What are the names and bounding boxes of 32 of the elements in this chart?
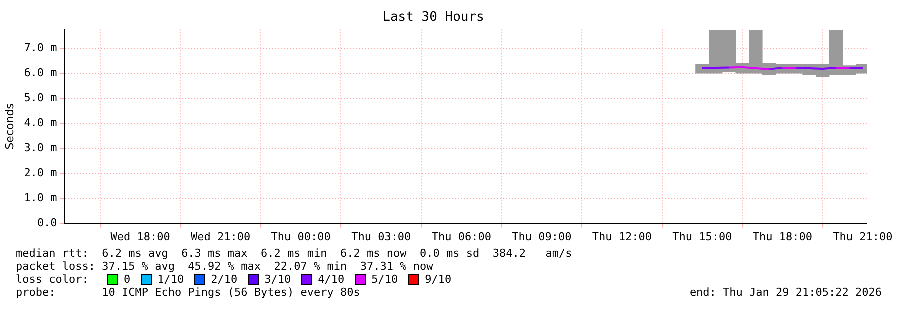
legend-title: loss color:	[16, 273, 90, 286]
legend-label: 4/10	[318, 273, 345, 286]
legend-label: 5/10	[372, 273, 398, 286]
y-tick-label: 6.0 m	[24, 66, 58, 80]
y-tick-label: 0.0	[37, 216, 58, 230]
y-tick-label: 5.0 m	[24, 91, 58, 104]
y-axis-title: Seconds	[3, 103, 16, 150]
legend-label: 3/10	[264, 273, 292, 286]
x-tick-label: Thu 09:00	[512, 230, 572, 244]
x-tick-label: Wed 18:00	[110, 230, 170, 244]
y-tick-label: 3.0 m	[24, 141, 58, 154]
text: packet loss: 37.15 % avg 45.92 % max 22.07 % min 37.31 % now	[16, 260, 434, 273]
legend-label: 0	[124, 273, 131, 286]
x-tick-label: Thu 18:00	[752, 230, 813, 244]
x-tick-label: Thu 21:00	[833, 230, 893, 244]
chart-title: Last 30 Hours	[382, 10, 484, 26]
legend-label: 9/10	[425, 273, 452, 286]
y-tick-label: 4.0 m	[24, 116, 58, 130]
x-tick-label: Thu 15:00	[672, 230, 732, 244]
x-tick-label: Wed 21:00	[191, 230, 251, 244]
y-tick-label: 2.0 m	[24, 166, 58, 180]
x-tick-label: Thu 06:00	[432, 230, 492, 244]
y-tick-label: 7.0 m	[24, 41, 58, 54]
legend-label: 2/10	[211, 273, 238, 286]
text: probe: 10 ICMP Echo Pings (56 Bytes) every 80s	[16, 286, 360, 299]
text: median rtt: 6.2 ms avg 6.3 ms max 6.2 ms min 6.2 ms now 0.0 ms sd 384.2 am/s	[16, 247, 574, 260]
x-tick-label: Thu 12:00	[592, 230, 652, 244]
y-tick-label: 1.0 m	[24, 192, 58, 205]
x-tick-label: Thu 00:00	[271, 230, 331, 244]
text: end: Thu Jan 29 21:05:22 2026	[690, 286, 882, 299]
legend-label: 1/10	[158, 273, 184, 286]
x-tick-label: Thu 03:00	[352, 230, 412, 244]
